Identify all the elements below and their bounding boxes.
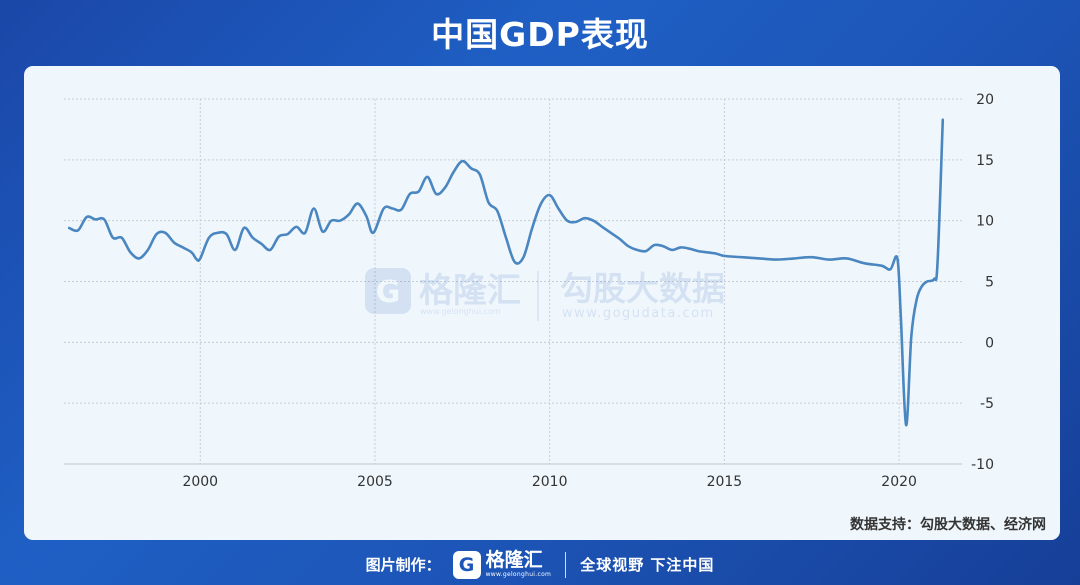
footer-credit-label: 图片制作： bbox=[365, 556, 441, 574]
y-tick-label: 20 bbox=[976, 92, 994, 108]
footer: 图片制作： G 格隆汇 www.gelonghui.com 全球视野 下注中国 bbox=[0, 544, 1080, 585]
x-tick-label: 2020 bbox=[881, 474, 917, 490]
y-tick-label: -10 bbox=[971, 457, 994, 473]
watermark-brand2-url: www.gogudata.com bbox=[562, 306, 715, 321]
x-axis-ticks: 2000 2005 2010 2015 2020 bbox=[182, 474, 916, 490]
footer-logo-icon: G bbox=[452, 550, 481, 579]
footer-brand-name: 格隆汇 bbox=[485, 549, 543, 571]
x-tick-label: 2010 bbox=[532, 474, 568, 490]
chart-grid bbox=[64, 98, 962, 465]
source-note: 数据支持：勾股大数据、经济网 bbox=[850, 517, 1046, 533]
watermark-brand1-url: www.gelonghui.com bbox=[420, 307, 501, 316]
watermark: G 格隆汇 www.gelonghui.com 勾股大数据 www.goguda… bbox=[365, 268, 725, 321]
watermark-brand1-name: 格隆汇 bbox=[419, 271, 521, 311]
footer-divider bbox=[565, 551, 567, 578]
x-tick-label: 2015 bbox=[707, 474, 743, 490]
y-tick-label: -5 bbox=[980, 396, 994, 412]
y-tick-label: 0 bbox=[985, 335, 994, 351]
watermark-brand2-name: 勾股大数据 bbox=[560, 269, 725, 308]
x-tick-label: 2005 bbox=[357, 474, 393, 490]
gdp-series-line bbox=[67, 118, 945, 427]
footer-brand-url: www.gelonghui.com bbox=[485, 571, 552, 578]
footer-slogan: 全球视野 下注中国 bbox=[580, 556, 715, 574]
chart-card: G 格隆汇 www.gelonghui.com 勾股大数据 www.goguda… bbox=[24, 66, 1060, 540]
y-tick-label: 5 bbox=[985, 275, 994, 291]
page-title: 中国GDP表现 bbox=[431, 15, 649, 54]
y-axis-ticks: 20 15 10 5 0 -5 -10 bbox=[971, 92, 994, 473]
gdp-line-chart: G 格隆汇 www.gelonghui.com 勾股大数据 www.goguda… bbox=[64, 92, 994, 490]
watermark-logo-icon bbox=[365, 268, 411, 314]
y-tick-label: 15 bbox=[976, 153, 994, 169]
y-tick-label: 10 bbox=[976, 214, 994, 230]
watermark-logo-glyph: G bbox=[376, 275, 401, 310]
footer-brand: 格隆汇 www.gelonghui.com bbox=[486, 551, 552, 578]
x-tick-label: 2000 bbox=[182, 474, 218, 490]
